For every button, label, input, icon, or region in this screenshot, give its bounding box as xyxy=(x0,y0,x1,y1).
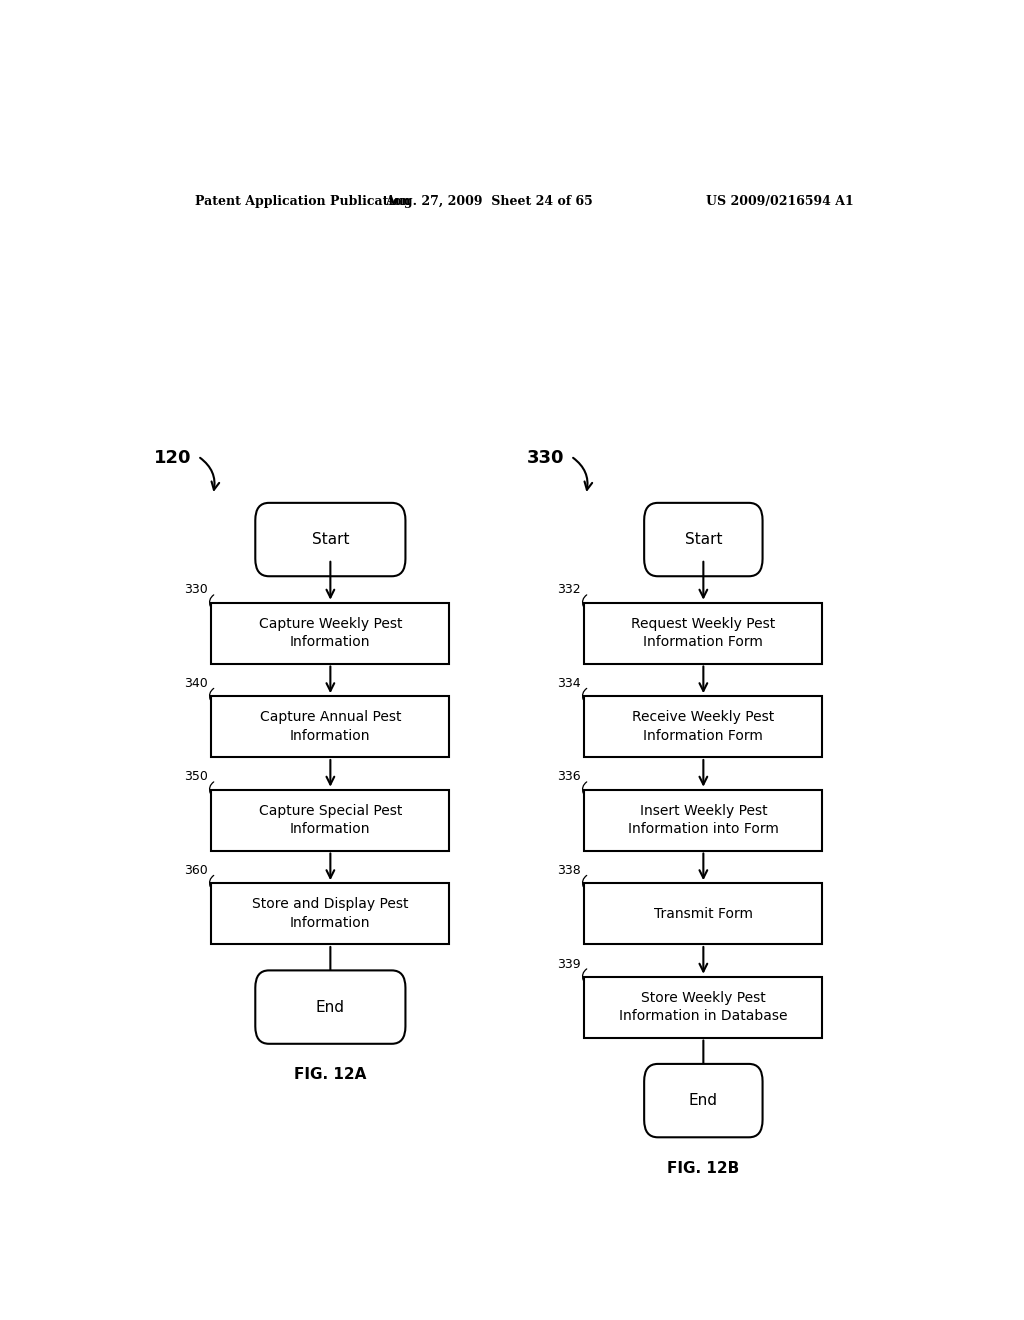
FancyBboxPatch shape xyxy=(585,977,822,1038)
FancyBboxPatch shape xyxy=(255,503,406,577)
Text: 338: 338 xyxy=(557,865,582,876)
Text: Request Weekly Pest
Information Form: Request Weekly Pest Information Form xyxy=(631,616,775,649)
FancyBboxPatch shape xyxy=(644,503,763,577)
Text: End: End xyxy=(315,999,345,1015)
Text: Capture Annual Pest
Information: Capture Annual Pest Information xyxy=(260,710,401,743)
Text: Insert Weekly Pest
Information into Form: Insert Weekly Pest Information into Form xyxy=(628,804,779,837)
Text: 120: 120 xyxy=(154,449,191,467)
FancyBboxPatch shape xyxy=(585,696,822,758)
Text: 340: 340 xyxy=(184,677,208,690)
Text: Receive Weekly Pest
Information Form: Receive Weekly Pest Information Form xyxy=(632,710,774,743)
Text: 339: 339 xyxy=(557,957,582,970)
Text: FIG. 12A: FIG. 12A xyxy=(294,1067,367,1082)
Text: Store Weekly Pest
Information in Database: Store Weekly Pest Information in Databas… xyxy=(620,991,787,1023)
Text: Patent Application Publication: Patent Application Publication xyxy=(196,194,411,207)
Text: 330: 330 xyxy=(184,583,208,597)
FancyBboxPatch shape xyxy=(211,696,450,758)
FancyBboxPatch shape xyxy=(211,883,450,944)
Text: 360: 360 xyxy=(184,865,208,876)
FancyBboxPatch shape xyxy=(585,602,822,664)
Text: Start: Start xyxy=(311,532,349,546)
Text: Store and Display Pest
Information: Store and Display Pest Information xyxy=(252,898,409,929)
FancyBboxPatch shape xyxy=(585,789,822,850)
Text: 336: 336 xyxy=(557,771,582,784)
Text: 350: 350 xyxy=(184,771,208,784)
Text: End: End xyxy=(689,1093,718,1107)
FancyBboxPatch shape xyxy=(644,1064,763,1138)
Text: 334: 334 xyxy=(557,677,582,690)
Text: Transmit Form: Transmit Form xyxy=(654,907,753,920)
Text: 332: 332 xyxy=(557,583,582,597)
Text: Aug. 27, 2009  Sheet 24 of 65: Aug. 27, 2009 Sheet 24 of 65 xyxy=(385,194,593,207)
FancyBboxPatch shape xyxy=(585,883,822,944)
Text: FIG. 12B: FIG. 12B xyxy=(668,1160,739,1176)
Text: US 2009/0216594 A1: US 2009/0216594 A1 xyxy=(707,194,854,207)
Text: Capture Weekly Pest
Information: Capture Weekly Pest Information xyxy=(259,616,402,649)
FancyBboxPatch shape xyxy=(255,970,406,1044)
FancyBboxPatch shape xyxy=(211,789,450,850)
Text: 330: 330 xyxy=(527,449,564,467)
Text: Start: Start xyxy=(685,532,722,546)
FancyBboxPatch shape xyxy=(211,602,450,664)
Text: Capture Special Pest
Information: Capture Special Pest Information xyxy=(259,804,402,837)
